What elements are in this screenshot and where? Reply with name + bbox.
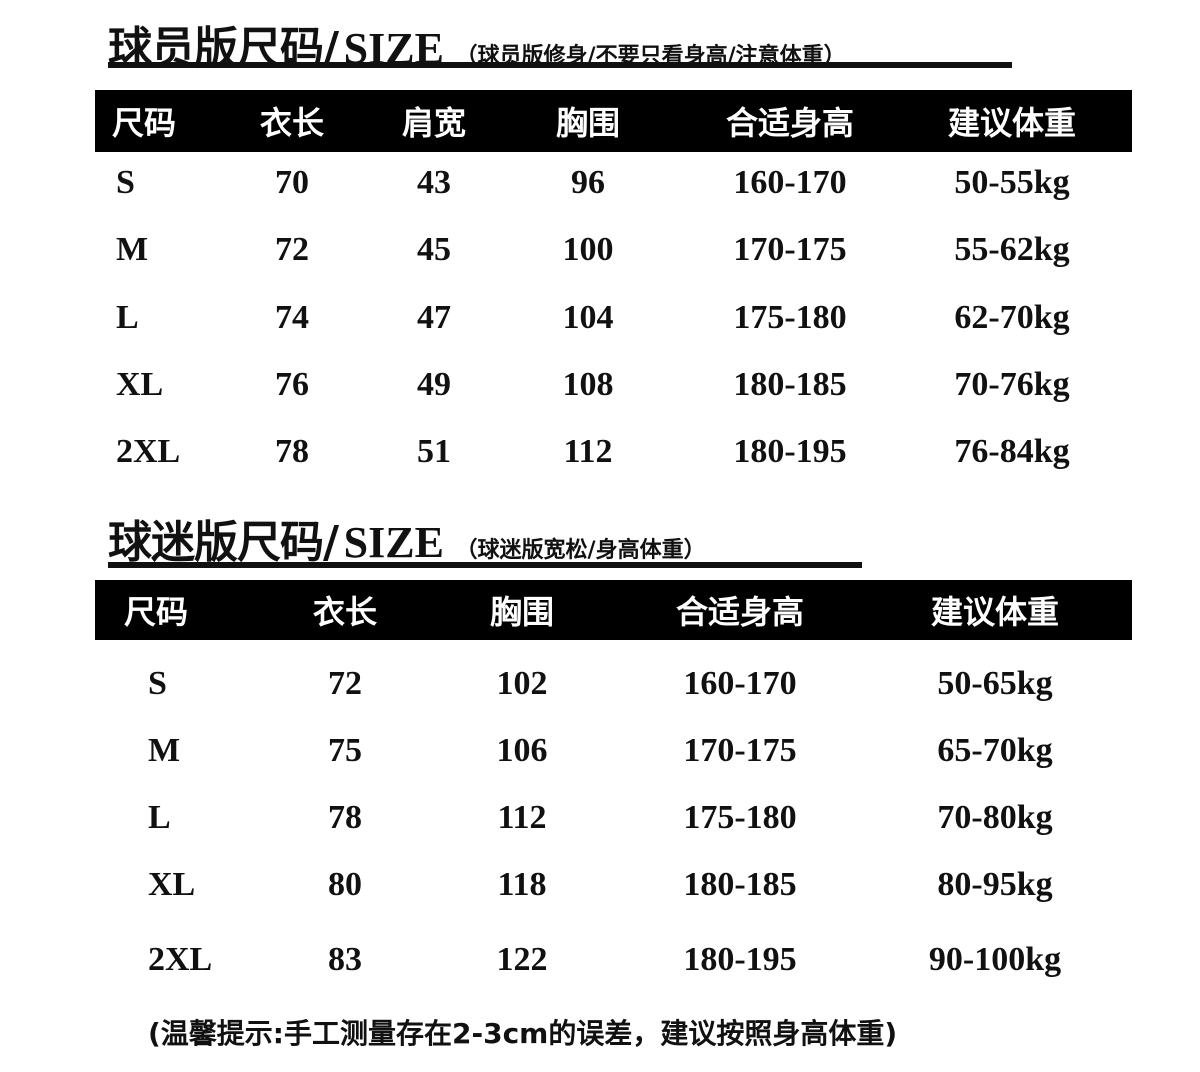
column-header: 胸围	[489, 593, 555, 631]
column-header: 胸围	[555, 104, 621, 142]
table-cell: 160-170	[733, 164, 847, 201]
column-header: 衣长	[259, 104, 325, 142]
table-cell: 180-195	[733, 433, 847, 470]
table-cell: 160-170	[683, 665, 797, 702]
table-cell: M	[116, 231, 149, 268]
column-header: 合适身高	[725, 104, 855, 142]
column-header: 肩宽	[401, 104, 467, 142]
table-cell: 78	[328, 799, 362, 836]
table-cell: 45	[417, 231, 451, 268]
table-cell: 74	[275, 299, 309, 336]
table-cell: 70-76kg	[954, 366, 1070, 403]
table-cell: 2XL	[116, 433, 181, 470]
table-cell: 175-180	[683, 799, 797, 836]
table-cell: 70	[275, 164, 309, 201]
table-cell: 170-175	[683, 732, 797, 769]
table-cell: 49	[417, 366, 451, 403]
table-cell: 102	[496, 665, 548, 702]
measurement-note: (温馨提示:手工测量存在2-3cm的误差，建议按照身高体重)	[148, 1017, 898, 1050]
table-cell: 108	[562, 366, 614, 403]
table-cell: 76	[275, 366, 309, 403]
table-cell: 80-95kg	[937, 866, 1053, 903]
table-cell: 80	[328, 866, 362, 903]
table-cell: L	[148, 799, 171, 836]
table-cell: 106	[496, 732, 548, 769]
column-header: 合适身高	[675, 593, 805, 631]
fan-title-underline	[108, 562, 862, 568]
table-cell: 76-84kg	[954, 433, 1070, 470]
table-cell: L	[116, 299, 139, 336]
table-cell: 62-70kg	[954, 299, 1070, 336]
column-header: 建议体重	[930, 593, 1060, 631]
table-cell: 2XL	[148, 941, 213, 978]
table-cell: 175-180	[733, 299, 847, 336]
table-cell: 180-185	[733, 366, 847, 403]
table-cell: 104	[562, 299, 614, 336]
column-header: 尺码	[112, 104, 177, 142]
table-cell: 122	[496, 941, 548, 978]
table-cell: 65-70kg	[937, 732, 1053, 769]
table-cell: 50-65kg	[937, 665, 1053, 702]
table-cell: 180-195	[683, 941, 797, 978]
table-cell: 51	[417, 433, 451, 470]
table-cell: XL	[148, 866, 196, 903]
player-table-header	[95, 90, 1132, 152]
table-cell: M	[148, 732, 181, 769]
table-cell: 118	[497, 866, 547, 903]
table-cell: 100	[562, 231, 614, 268]
table-cell: 47	[417, 299, 451, 336]
column-header: 衣长	[312, 593, 378, 631]
table-cell: 112	[563, 433, 613, 470]
table-cell: XL	[116, 366, 164, 403]
table-cell: 170-175	[733, 231, 847, 268]
table-cell: 43	[417, 164, 451, 201]
table-cell: 112	[497, 799, 547, 836]
table-cell: 55-62kg	[954, 231, 1070, 268]
table-cell: 90-100kg	[928, 941, 1062, 978]
table-cell: 180-185	[683, 866, 797, 903]
table-cell: S	[148, 665, 167, 702]
table-cell: 72	[328, 665, 362, 702]
table-cell: S	[116, 164, 135, 201]
column-header: 建议体重	[947, 104, 1077, 142]
table-cell: 83	[328, 941, 362, 978]
table-cell: 75	[328, 732, 362, 769]
table-cell: 70-80kg	[937, 799, 1053, 836]
player-title-underline	[108, 62, 1012, 68]
table-cell: 72	[275, 231, 309, 268]
column-header: 尺码	[124, 593, 189, 631]
table-cell: 96	[571, 164, 605, 201]
fan-table-header	[95, 580, 1132, 640]
table-cell: 78	[275, 433, 309, 470]
table-cell: 50-55kg	[954, 164, 1070, 201]
fan-size-title: 球迷版尺码/ SIZE （球迷版宽松/身高体重）	[108, 517, 706, 568]
